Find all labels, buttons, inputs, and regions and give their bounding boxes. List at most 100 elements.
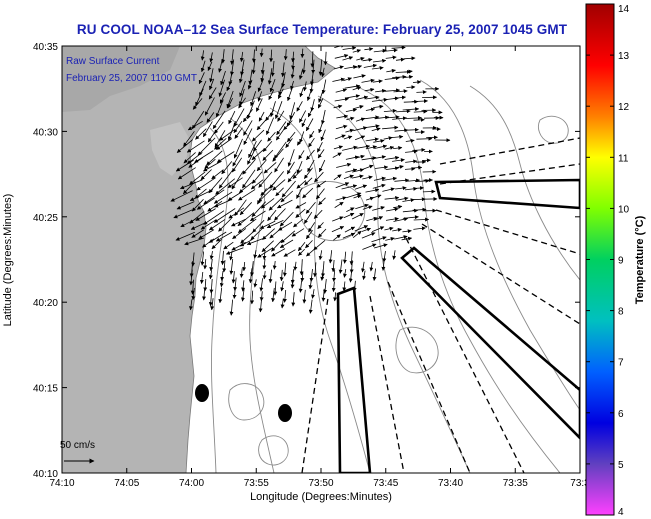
current-vector — [383, 136, 393, 141]
current-vector — [188, 299, 193, 311]
y-tick-label: 40:25 — [33, 213, 58, 224]
current-vector — [356, 144, 371, 149]
current-vector — [191, 252, 196, 267]
current-vector — [320, 269, 325, 281]
current-vector — [257, 91, 263, 102]
current-vector — [218, 169, 234, 189]
overlay-line-1: Raw Surface Current — [66, 56, 160, 67]
current-vector — [262, 141, 273, 152]
current-vector — [365, 145, 377, 150]
current-vector — [194, 150, 214, 163]
current-vector — [344, 65, 358, 70]
current-vector — [296, 101, 303, 112]
current-vector — [238, 189, 256, 201]
current-vector — [202, 121, 213, 138]
current-vector — [334, 54, 349, 59]
current-vector — [196, 197, 215, 210]
current-vector — [293, 261, 298, 271]
current-vector — [200, 251, 205, 266]
current-vector — [250, 91, 257, 107]
current-vector — [371, 155, 386, 160]
current-vector — [354, 135, 366, 141]
current-vector — [183, 152, 196, 164]
current-vector — [413, 117, 425, 122]
current-vector — [218, 58, 223, 73]
current-vector — [392, 116, 407, 121]
current-vector — [365, 196, 375, 201]
current-vector — [183, 131, 195, 147]
current-vector — [274, 101, 283, 119]
current-vector — [231, 157, 243, 173]
current-vector — [271, 248, 286, 257]
current-vector — [384, 226, 394, 231]
current-vector — [232, 228, 247, 240]
current-vector — [374, 144, 388, 149]
current-vector — [306, 88, 313, 101]
current-vector — [260, 70, 265, 83]
current-vector — [405, 138, 415, 143]
current-vector — [394, 178, 410, 183]
current-vector — [371, 127, 381, 132]
current-vector — [239, 268, 244, 278]
current-vector — [362, 243, 377, 250]
current-vector — [333, 174, 342, 181]
current-vector — [354, 184, 368, 190]
current-vector — [251, 59, 256, 75]
current-vector — [384, 76, 400, 81]
scale-label: 50 cm/s — [60, 440, 95, 451]
current-vector — [364, 87, 375, 92]
current-vector — [173, 209, 193, 219]
current-vector — [279, 269, 284, 282]
current-vector — [315, 188, 325, 200]
current-vector — [184, 237, 205, 246]
current-vector — [276, 121, 287, 136]
overlay-line-2: February 25, 2007 1100 GMT — [66, 73, 197, 84]
current-vector — [333, 104, 343, 109]
current-vector — [296, 138, 303, 146]
current-vector — [233, 138, 243, 159]
current-vector — [232, 149, 243, 167]
current-vector — [220, 70, 226, 86]
current-vector — [208, 219, 226, 231]
current-vector — [237, 218, 257, 233]
colorbar-tick-label: 5 — [618, 460, 624, 471]
colorbar-ticks: 14 13 12 11 10 9 8 7 6 5 4 — [586, 3, 630, 518]
figure-title: RU COOL NOAA–12 Sea Surface Temperature:… — [76, 22, 568, 37]
current-vector — [242, 159, 256, 175]
current-vector — [342, 145, 358, 151]
current-vector — [299, 110, 307, 123]
current-vector — [311, 289, 316, 299]
colorbar-tick-label: 10 — [618, 204, 630, 215]
current-vector — [225, 247, 244, 255]
current-vector — [299, 87, 304, 98]
current-vector — [215, 231, 233, 242]
current-vector — [251, 148, 265, 161]
current-vector — [227, 98, 233, 109]
current-vector — [228, 70, 233, 86]
current-vector — [232, 288, 237, 299]
current-vector — [230, 49, 235, 65]
current-vector — [258, 297, 263, 313]
current-vector — [353, 105, 364, 109]
current-vector — [243, 128, 253, 146]
current-vector — [223, 241, 234, 250]
colorbar-label: Temperature (°C) — [634, 215, 646, 304]
current-vector — [300, 48, 305, 58]
current-vector — [413, 109, 428, 114]
current-vector — [331, 259, 336, 273]
current-vector — [385, 216, 399, 221]
current-vector — [395, 57, 405, 62]
current-vector — [286, 112, 296, 127]
y-tick-label: 40:35 — [33, 42, 58, 53]
current-vector — [269, 171, 285, 189]
current-vector — [298, 280, 303, 293]
colorbar-tick-label: 7 — [618, 358, 624, 369]
current-vector — [240, 59, 245, 76]
y-axis-label: Latitude (Degrees:Minutes) — [2, 194, 14, 327]
current-vector — [355, 117, 366, 122]
current-vector — [218, 217, 232, 232]
current-vector — [351, 213, 364, 220]
current-vector — [313, 209, 323, 219]
current-vector — [202, 289, 207, 301]
current-vector — [343, 212, 355, 219]
